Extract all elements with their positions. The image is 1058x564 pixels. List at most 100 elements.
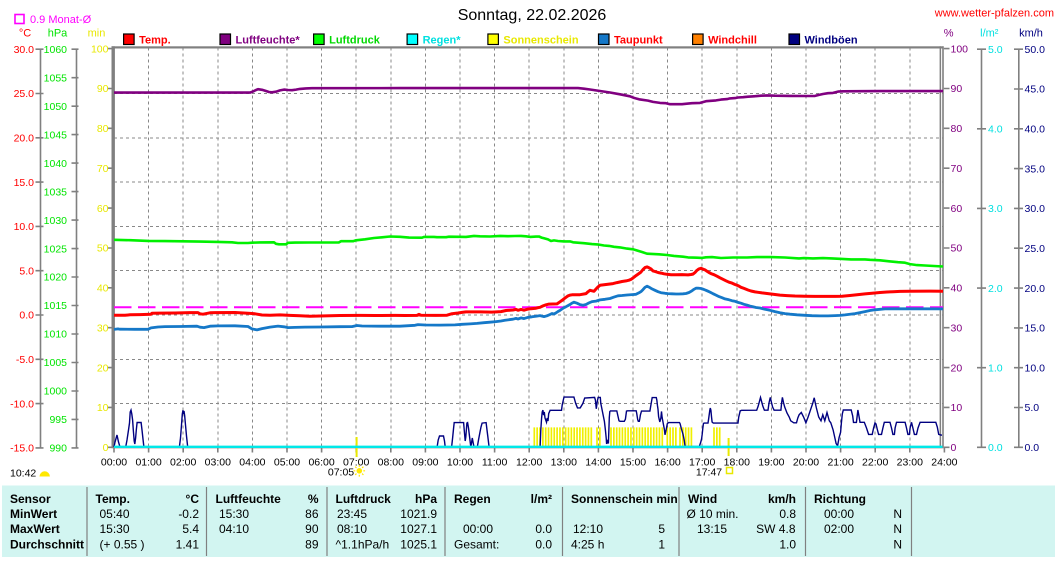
svg-text:15:30: 15:30 [100, 522, 130, 536]
svg-text:Luftfeuchte*: Luftfeuchte* [236, 35, 301, 47]
svg-text:2.0: 2.0 [988, 283, 1003, 295]
svg-text:N: N [893, 522, 902, 536]
svg-text:06:00: 06:00 [308, 457, 334, 469]
svg-text:Regen*: Regen* [423, 35, 462, 47]
svg-text:100: 100 [951, 43, 969, 55]
svg-text:990: 990 [49, 443, 67, 455]
svg-text:km/h: km/h [768, 492, 796, 506]
svg-text:0.0: 0.0 [19, 310, 34, 322]
svg-text:50: 50 [97, 243, 109, 255]
svg-text:10: 10 [97, 402, 109, 414]
svg-text:4.0: 4.0 [988, 124, 1003, 136]
svg-text:(+ 0.55 ): (+ 0.55 ) [100, 538, 145, 552]
svg-text:80: 80 [951, 123, 963, 135]
svg-text:05:00: 05:00 [274, 457, 300, 469]
svg-text:20.0: 20.0 [14, 133, 35, 145]
svg-text:16:00: 16:00 [654, 457, 680, 469]
svg-text:km/h: km/h [1019, 28, 1043, 40]
svg-text:08:10: 08:10 [337, 522, 367, 536]
svg-text:22:00: 22:00 [862, 457, 888, 469]
svg-text:13:00: 13:00 [551, 457, 577, 469]
svg-text:45.0: 45.0 [1025, 84, 1046, 96]
svg-text:1060: 1060 [44, 44, 68, 56]
svg-text:13:15: 13:15 [697, 522, 727, 536]
svg-text:1055: 1055 [44, 72, 68, 84]
svg-text:40: 40 [951, 283, 963, 295]
svg-text:4:25 h: 4:25 h [571, 538, 604, 552]
svg-text:20.0: 20.0 [1025, 283, 1046, 295]
svg-text:1025.1: 1025.1 [400, 538, 437, 552]
svg-text:Sensor: Sensor [10, 492, 51, 506]
svg-text:80: 80 [97, 123, 109, 135]
svg-text:Temp.: Temp. [139, 35, 171, 47]
svg-text:%: % [944, 28, 954, 40]
svg-text:MaxWert: MaxWert [10, 522, 60, 536]
svg-text:04:10: 04:10 [219, 522, 249, 536]
svg-text:70: 70 [951, 163, 963, 175]
svg-text:Luftdruck: Luftdruck [336, 492, 392, 506]
svg-text:1.0: 1.0 [988, 362, 1003, 374]
svg-text:04:00: 04:00 [239, 457, 265, 469]
svg-text:1045: 1045 [44, 129, 68, 141]
svg-text:10: 10 [951, 402, 963, 414]
svg-text:1020: 1020 [44, 272, 68, 284]
svg-text:60: 60 [97, 203, 109, 215]
svg-text:12:10: 12:10 [573, 522, 603, 536]
svg-text:1015: 1015 [44, 300, 68, 312]
svg-text:SW 4.8: SW 4.8 [756, 522, 796, 536]
svg-text:Ø 10 min.: Ø 10 min. [687, 507, 739, 521]
svg-text:01:00: 01:00 [135, 457, 161, 469]
svg-text:00:00: 00:00 [824, 507, 854, 521]
svg-text:0.0: 0.0 [535, 522, 552, 536]
svg-text:l/m²: l/m² [980, 28, 999, 40]
svg-text:24:00: 24:00 [931, 457, 957, 469]
svg-text:25.0: 25.0 [14, 88, 35, 100]
svg-text:min: min [88, 28, 106, 40]
svg-text:21:00: 21:00 [827, 457, 853, 469]
svg-text:Regen: Regen [454, 492, 491, 506]
svg-text:3.0: 3.0 [988, 203, 1003, 215]
svg-text:15.0: 15.0 [1025, 323, 1046, 335]
svg-text:02:00: 02:00 [170, 457, 196, 469]
svg-text:07:00: 07:00 [343, 457, 369, 469]
svg-text:l/m²: l/m² [531, 492, 552, 506]
svg-text:35.0: 35.0 [1025, 163, 1046, 175]
svg-text:Windchill: Windchill [708, 35, 757, 47]
svg-text:70: 70 [97, 163, 109, 175]
svg-text:18:00: 18:00 [724, 457, 750, 469]
svg-text:10.0: 10.0 [1025, 362, 1046, 374]
svg-text:17:47: 17:47 [696, 467, 722, 479]
svg-text:5.4: 5.4 [182, 522, 199, 536]
svg-text:Luftdruck: Luftdruck [329, 35, 381, 47]
svg-text:995: 995 [49, 414, 67, 426]
svg-text:^1.1hPa/h: ^1.1hPa/h [336, 538, 390, 552]
svg-text:1027.1: 1027.1 [400, 522, 437, 536]
svg-text:N: N [893, 507, 902, 521]
svg-text:0.0: 0.0 [988, 442, 1003, 454]
svg-text:Luftfeuchte: Luftfeuchte [216, 492, 282, 506]
svg-text:hPa: hPa [415, 492, 437, 506]
svg-text:-10.0: -10.0 [10, 398, 34, 410]
svg-text:14:00: 14:00 [585, 457, 611, 469]
svg-text:0: 0 [103, 442, 109, 454]
svg-text:40.0: 40.0 [1025, 124, 1046, 136]
svg-text:1030: 1030 [44, 215, 68, 227]
svg-text:20: 20 [97, 362, 109, 374]
svg-text:Windböen: Windböen [805, 35, 858, 47]
svg-text:40: 40 [97, 283, 109, 295]
svg-text:1021.9: 1021.9 [400, 507, 437, 521]
svg-text:5.0: 5.0 [19, 265, 34, 277]
svg-text:50: 50 [951, 243, 963, 255]
svg-text:MinWert: MinWert [10, 507, 57, 521]
svg-text:00:00: 00:00 [101, 457, 127, 469]
svg-text:0.0: 0.0 [1025, 442, 1040, 454]
svg-text:www.wetter-pfalzen.com: www.wetter-pfalzen.com [934, 8, 1054, 20]
svg-text:1: 1 [658, 538, 665, 552]
svg-text:17:00: 17:00 [689, 457, 715, 469]
svg-text:hPa: hPa [48, 28, 68, 40]
svg-text:03:00: 03:00 [205, 457, 231, 469]
svg-text:Wind: Wind [688, 492, 717, 506]
svg-text:Taupunkt: Taupunkt [614, 35, 663, 47]
svg-text:5: 5 [658, 522, 665, 536]
svg-text:Durchschnitt: Durchschnitt [10, 538, 84, 552]
